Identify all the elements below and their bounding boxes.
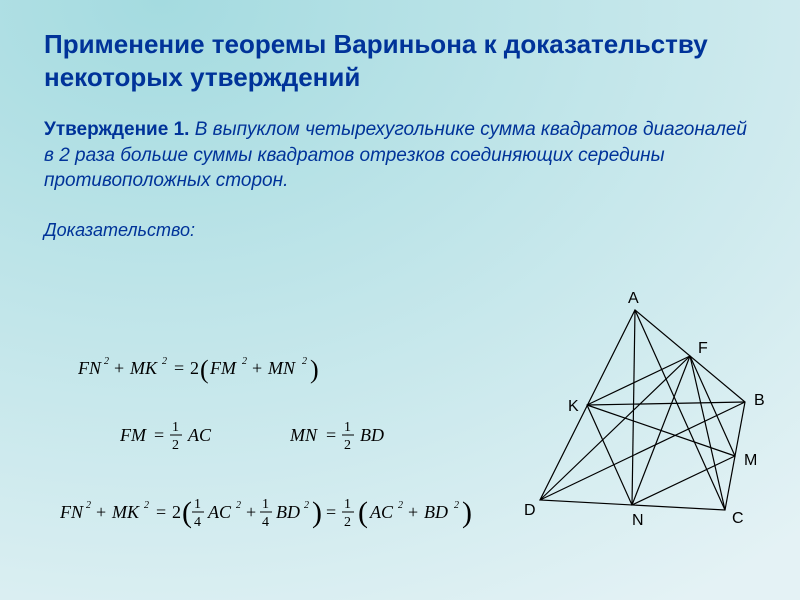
svg-text:1: 1	[172, 420, 179, 435]
statement-lead: Утверждение 1.	[44, 119, 189, 140]
svg-text:2: 2	[304, 500, 309, 511]
statement-text: Утверждение 1. В выпуклом четырехугольни…	[44, 117, 756, 194]
svg-text:): )	[310, 355, 319, 384]
svg-text:1: 1	[344, 420, 351, 435]
svg-text:=: =	[326, 425, 336, 445]
svg-text:2: 2	[190, 358, 199, 378]
svg-text:2: 2	[344, 438, 351, 453]
svg-text:AC: AC	[187, 425, 212, 445]
label-a: A	[628, 290, 639, 308]
formula-eq1: FN 2 + MK 2 = 2 ( FM 2 + MN 2 )	[78, 350, 338, 388]
svg-text:): )	[312, 496, 322, 529]
slide-title: Применение теоремы Вариньона к доказател…	[44, 28, 756, 93]
svg-text:+: +	[246, 502, 256, 522]
label-c: C	[732, 510, 744, 528]
svg-text:4: 4	[194, 515, 201, 530]
svg-text:2: 2	[172, 438, 179, 453]
label-n: N	[632, 512, 644, 530]
svg-text:2: 2	[302, 356, 307, 367]
formula-eq3: MN = 1 2 BD	[290, 415, 410, 457]
svg-text:(: (	[182, 496, 192, 529]
svg-text:MK: MK	[111, 502, 140, 522]
svg-text:+: +	[96, 502, 106, 522]
svg-text:1: 1	[344, 497, 351, 512]
svg-text:=: =	[174, 358, 184, 378]
svg-text:FN: FN	[78, 358, 102, 378]
formula-eq4: FN 2 + MK 2 = 2 ( 1 4 AC 2 + 1 4 BD 2 ) …	[60, 488, 500, 542]
svg-text:BD: BD	[360, 425, 384, 445]
svg-text:2: 2	[344, 515, 351, 530]
svg-text:2: 2	[86, 500, 91, 511]
label-m: M	[744, 452, 757, 470]
varignon-diagram: A B C D F M N K	[520, 300, 770, 540]
svg-text:1: 1	[262, 497, 269, 512]
svg-text:2: 2	[144, 500, 149, 511]
svg-text:2: 2	[172, 502, 181, 522]
svg-text:1: 1	[194, 497, 201, 512]
svg-text:2: 2	[242, 356, 247, 367]
svg-text:2: 2	[162, 356, 167, 367]
svg-text:=: =	[326, 502, 336, 522]
svg-text:2: 2	[104, 356, 109, 367]
svg-text:2: 2	[236, 500, 241, 511]
svg-text:=: =	[156, 502, 166, 522]
svg-text:MN: MN	[290, 425, 318, 445]
svg-text:AC: AC	[369, 502, 394, 522]
proof-label: Доказательство:	[44, 220, 756, 241]
svg-text:MK: MK	[129, 358, 158, 378]
label-k: K	[568, 398, 579, 416]
svg-text:(: (	[358, 496, 368, 529]
svg-text:BD: BD	[276, 502, 300, 522]
svg-text:+: +	[114, 358, 124, 378]
svg-text:+: +	[408, 502, 418, 522]
label-f: F	[698, 340, 708, 358]
svg-text:FM: FM	[120, 425, 147, 445]
svg-text:+: +	[252, 358, 262, 378]
svg-text:MN: MN	[267, 358, 296, 378]
formula-eq2: FM = 1 2 AC	[120, 415, 240, 457]
svg-text:2: 2	[398, 500, 403, 511]
svg-text:FN: FN	[60, 502, 84, 522]
svg-text:AC: AC	[207, 502, 232, 522]
svg-text:): )	[462, 496, 472, 529]
svg-text:(: (	[200, 355, 209, 384]
svg-text:=: =	[154, 425, 164, 445]
svg-text:BD: BD	[424, 502, 448, 522]
svg-text:FM: FM	[209, 358, 237, 378]
label-b: B	[754, 392, 765, 410]
label-d: D	[524, 502, 536, 520]
svg-text:2: 2	[454, 500, 459, 511]
svg-text:4: 4	[262, 515, 269, 530]
